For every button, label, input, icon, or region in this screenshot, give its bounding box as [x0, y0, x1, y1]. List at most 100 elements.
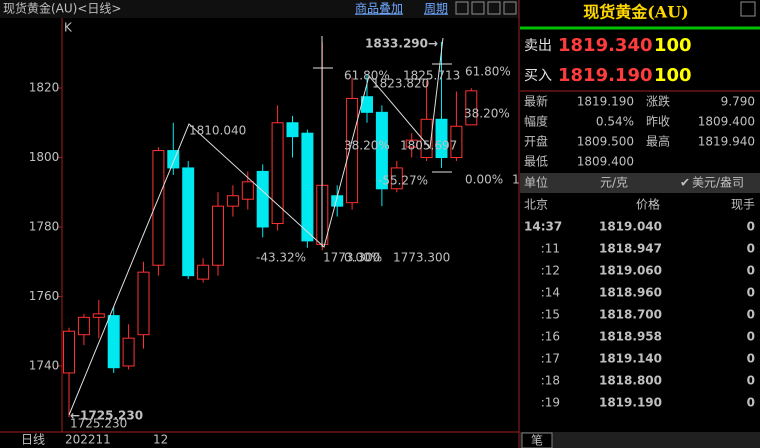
stat-label: 最新 [524, 94, 548, 109]
tick-time: :19 [541, 396, 560, 410]
candle-body [152, 150, 165, 266]
plot: 1740 1760 1780 1800 1820 [29, 41, 478, 418]
stat-label: 开盘 [524, 134, 548, 149]
candle-body [346, 97, 359, 204]
annotation: 38.20% [344, 139, 390, 153]
candle-body [122, 337, 135, 367]
tick-volume: 0 [747, 352, 755, 366]
annotation: 1 [512, 173, 520, 187]
y-tick-label: 1800 [29, 150, 60, 164]
annotation: 1773.300 [323, 251, 380, 265]
tab[interactable] [521, 432, 553, 448]
annotation: 38.20% [464, 107, 510, 121]
annotation: 1833.290→ [365, 37, 438, 51]
candle-body [286, 122, 299, 138]
footer-month: 12 [153, 433, 168, 447]
annotation: 0.00% [465, 173, 503, 187]
tick-volume: 0 [747, 330, 755, 344]
stat-value: 1819.190 [577, 95, 634, 109]
candle-body [167, 150, 180, 169]
candle-body [226, 195, 239, 207]
quote-title: 现货黄金(AU) [583, 3, 689, 22]
stat-label: 最低 [524, 155, 548, 169]
candle-body [92, 313, 105, 318]
tick-price: 1819.140 [599, 352, 662, 366]
candle-body [390, 167, 403, 190]
annotation: 61.80% [465, 65, 511, 79]
candle-body [212, 205, 224, 266]
tick-time: 14:37 [524, 220, 562, 234]
annotation: 1773.300 [393, 251, 450, 265]
tick-time: :16 [541, 330, 560, 344]
buy-volume: 100 [654, 65, 692, 86]
tick-price: 1818.800 [599, 374, 662, 388]
candle-body [420, 118, 433, 159]
tick-time: :11 [541, 242, 560, 256]
footer-period: 日线 [21, 433, 45, 447]
tick-price: 1818.700 [599, 308, 662, 322]
icon[interactable] [471, 1, 485, 15]
sell-price: 1819.340 [558, 35, 653, 56]
period-button[interactable]: 周期 [424, 2, 448, 16]
stat-label: 最高 [646, 134, 670, 149]
y-tick-label: 1760 [29, 289, 60, 303]
tick-time: :17 [541, 352, 560, 366]
icon[interactable] [503, 1, 517, 15]
unit-label: 单位 [524, 175, 548, 190]
candle-body [256, 170, 269, 228]
overlay-button[interactable]: 商品叠加 [355, 1, 403, 16]
y-tick-label: 1740 [29, 358, 60, 372]
chart-header-title: 现货黄金(AU)<日线> [3, 1, 121, 16]
footer-date: 202211 [65, 433, 111, 447]
stat-value: 1809.400 [698, 115, 755, 129]
unit-usd[interactable]: 美元/盎司 [692, 176, 744, 190]
annotation: 1825.713 [403, 69, 460, 83]
stat-label: 幅度 [524, 114, 548, 129]
buy-label: 买入 [524, 68, 552, 84]
candle-body [435, 118, 448, 159]
stat-value: 1809.400 [577, 155, 634, 169]
y-tick-label: 1820 [29, 81, 60, 95]
tab-label[interactable]: 笔 [531, 433, 543, 448]
tick-time: :15 [541, 308, 560, 322]
tick-price: 1819.060 [599, 264, 662, 278]
stat-label: 昨收 [646, 115, 670, 129]
tick-volume: 0 [747, 286, 755, 300]
stat-value: 1809.500 [577, 135, 634, 149]
tick-volume: 0 [747, 396, 755, 410]
candle-body [271, 122, 284, 225]
candle-body [465, 90, 478, 126]
unit-row [520, 173, 760, 193]
icon[interactable] [487, 1, 501, 15]
tick-volume: 0 [747, 264, 755, 278]
candle-body [182, 167, 195, 277]
annotation: 0.00% [344, 251, 382, 265]
candle-body [375, 111, 388, 190]
annotation: -43.32% [256, 251, 306, 265]
tick-price: 1819.190 [599, 396, 662, 410]
unit-check: ✔ [680, 176, 690, 190]
close-icon[interactable] [740, 1, 756, 17]
toolbar-icons [455, 1, 517, 15]
annotation: 1810.040 [189, 124, 246, 138]
candle-body [137, 271, 150, 336]
annotation: 1823.820 [372, 77, 429, 91]
zigzag-line [68, 37, 444, 416]
tick-volume: 0 [747, 308, 755, 322]
ticks-header: 价格 [636, 197, 660, 212]
ticks-header: 北京 [524, 198, 548, 212]
top-bar [0, 0, 519, 18]
sell-volume: 100 [654, 35, 692, 56]
icon[interactable] [455, 1, 469, 15]
stat-value: 0.54% [596, 115, 634, 129]
sell-label: 卖出 [524, 38, 552, 54]
stat-value: 1819.940 [698, 135, 755, 149]
annotation: 1725.230 [70, 417, 127, 431]
stats: 最新 1819.190 涨跌 9.790 幅度 0.54% 昨收 1809.400 开盘 1809… [524, 94, 755, 169]
unit-cny[interactable]: 元/克 [600, 176, 628, 190]
candle-body [63, 330, 75, 374]
annotation: -55.27% [378, 174, 428, 188]
